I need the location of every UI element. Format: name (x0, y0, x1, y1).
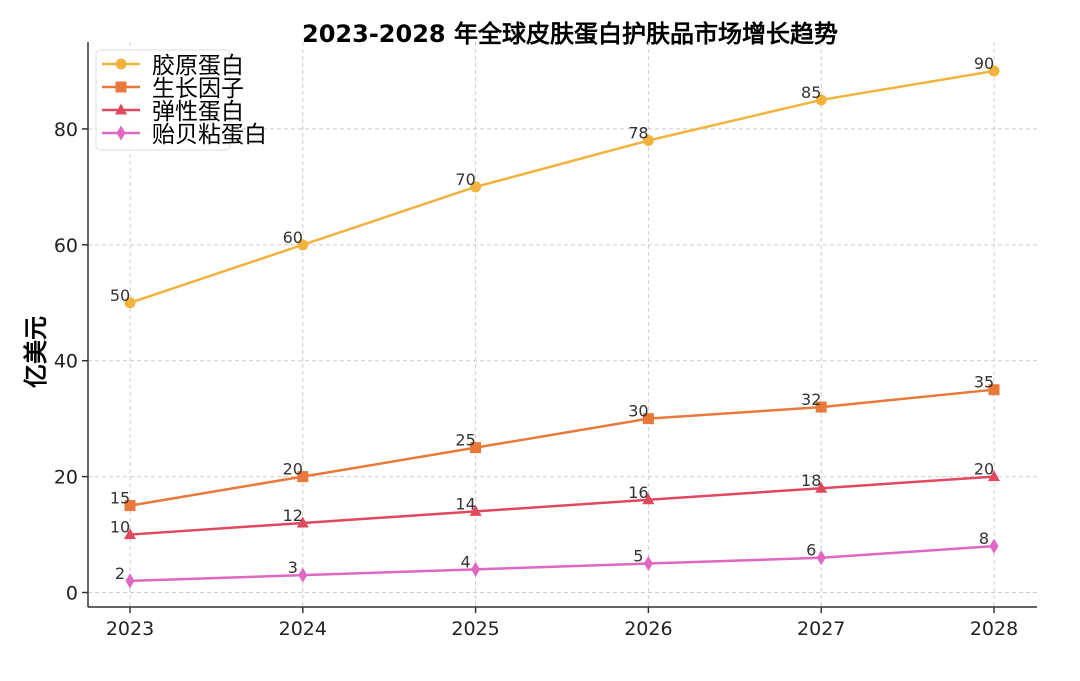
data-point (124, 528, 136, 540)
y-tick-label: 80 (54, 119, 78, 141)
data-point (125, 573, 135, 589)
data-label: 50 (110, 286, 130, 305)
series-line (129, 69, 995, 304)
data-label: 15 (110, 489, 130, 508)
series-line (129, 544, 995, 583)
data-label: 16 (628, 483, 648, 502)
data-label: 18 (801, 471, 821, 490)
chart-title: 2023-2028 年全球皮肤蛋白护肤品市场增长趋势 (302, 20, 838, 48)
data-point (297, 239, 309, 251)
legend-entry: 生长因子 (152, 76, 244, 102)
data-label: 5 (633, 547, 643, 566)
x-tick-label: 2023 (106, 618, 154, 640)
y-tick-label: 40 (54, 351, 78, 373)
data-point (988, 470, 1000, 482)
data-label: 2 (115, 564, 125, 583)
data-label: 4 (461, 552, 471, 571)
data-label: 14 (455, 494, 475, 513)
series-layer (124, 65, 1000, 589)
y-axis-label: 亿美元 (22, 316, 50, 388)
legend-entry: 贻贝粘蛋白 (152, 122, 267, 148)
data-label: 20 (974, 460, 994, 479)
data-label: 32 (801, 390, 821, 409)
data-point (642, 135, 654, 147)
y-tick-label: 0 (66, 583, 78, 605)
data-label: 70 (455, 170, 475, 189)
data-point (471, 561, 481, 577)
data-point (124, 500, 136, 512)
data-point (815, 481, 828, 493)
data-point (988, 384, 1000, 396)
data-label: 25 (455, 431, 475, 450)
data-label: 12 (283, 506, 303, 525)
data-label: 35 (974, 373, 994, 392)
series-line (129, 475, 995, 536)
legend-entry: 弹性蛋白 (152, 99, 244, 125)
x-tick-label: 2026 (624, 618, 672, 640)
series-line (129, 388, 995, 507)
data-point (470, 181, 482, 193)
data-point (470, 442, 482, 454)
data-point (642, 493, 655, 505)
data-label: 20 (283, 460, 303, 479)
legend-box (95, 49, 231, 151)
data-point (643, 556, 653, 572)
data-label: 10 (110, 518, 130, 537)
data-label: 78 (628, 124, 648, 143)
data-point (989, 538, 999, 554)
data-point (296, 516, 309, 528)
data-point (988, 65, 1000, 77)
data-label: 30 (628, 402, 648, 421)
x-tick-label: 2027 (797, 618, 845, 640)
x-tick-label: 2028 (970, 618, 1018, 640)
x-tick-label: 2024 (279, 618, 327, 640)
y-tick-label: 60 (54, 235, 78, 257)
data-label: 60 (283, 228, 303, 247)
data-point (298, 567, 308, 583)
legend-marker (115, 103, 127, 115)
data-point (297, 471, 309, 483)
legend-marker (115, 81, 127, 93)
data-point (124, 297, 136, 309)
data-point (816, 550, 826, 566)
x-tick-label: 2025 (451, 618, 499, 640)
data-point (642, 413, 654, 425)
legend-entry: 胶原蛋白 (152, 53, 244, 79)
legend-marker (115, 58, 127, 70)
data-label: 6 (806, 541, 816, 560)
data-label: 3 (288, 558, 298, 577)
data-label: 8 (979, 529, 989, 548)
y-tick-label: 20 (54, 467, 78, 489)
data-point (469, 504, 482, 516)
data-label: 90 (974, 54, 994, 73)
data-labels-layer: 50 60 70 78 85 90 15 20 25 30 32 35 10 12 14 16 18 20 2 3 4 5… (110, 54, 994, 583)
legend-marker (116, 125, 126, 141)
data-point (815, 94, 827, 106)
data-point (815, 401, 827, 413)
data-label: 85 (801, 83, 821, 102)
